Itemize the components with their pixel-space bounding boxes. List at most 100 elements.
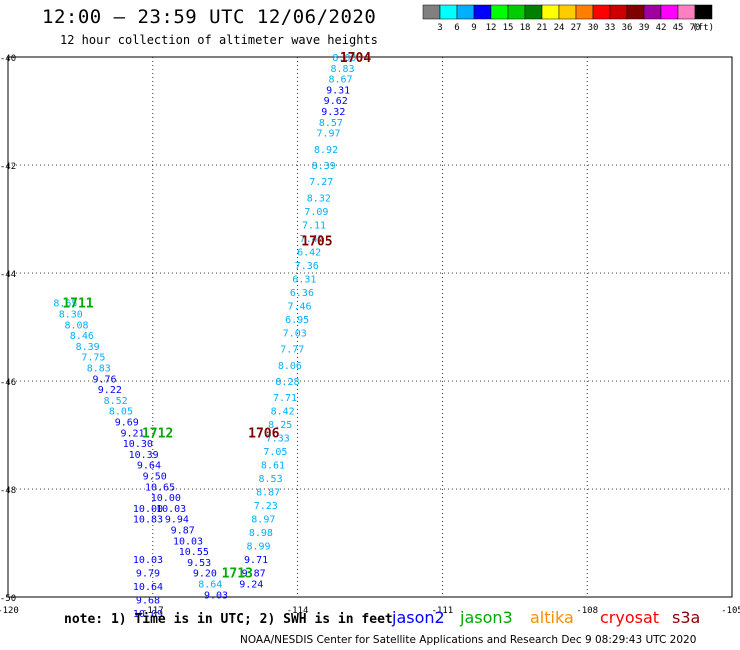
wave-height-label: 7.77 bbox=[280, 345, 304, 356]
y-tick-label: -48 bbox=[0, 486, 16, 496]
color-scale-swatch bbox=[609, 4, 628, 20]
pass-number-label: 1712 bbox=[142, 426, 173, 441]
color-scale-swatch bbox=[677, 4, 696, 20]
x-tick-label: -111 bbox=[432, 606, 454, 616]
wave-height-label: 8.30 bbox=[59, 310, 83, 321]
wave-height-label: 10.00 bbox=[151, 493, 181, 504]
pass-number-label: 1711 bbox=[62, 297, 93, 312]
color-scale-swatch bbox=[422, 4, 441, 20]
wave-height-label: 8.53 bbox=[259, 474, 283, 485]
wave-height-label: 7.09 bbox=[304, 207, 328, 218]
wave-height-label: 8.83 bbox=[330, 64, 354, 75]
legend-sat-cryosat: cryosat bbox=[600, 608, 660, 627]
wave-height-label: 7.97 bbox=[316, 129, 340, 140]
color-scale-label: 21 bbox=[537, 23, 548, 33]
color-scale-label: 9 bbox=[471, 23, 476, 33]
wave-height-label: 9.76 bbox=[92, 374, 116, 385]
wave-height-label: 8.64 bbox=[198, 580, 222, 591]
wave-height-label: 8.06 bbox=[278, 361, 302, 372]
page-subtitle: 12 hour collection of altimeter wave hei… bbox=[60, 33, 378, 47]
color-scale-swatch bbox=[694, 4, 713, 20]
wave-height-label: 7.71 bbox=[273, 393, 297, 404]
y-tick-label: -40 bbox=[0, 54, 16, 64]
y-tick-label: -42 bbox=[0, 162, 16, 172]
color-scale-label: 12 bbox=[486, 23, 497, 33]
wave-height-label: 6.42 bbox=[297, 247, 321, 258]
color-scale-label: 18 bbox=[520, 23, 531, 33]
legend-sat-jason2: jason2 bbox=[392, 608, 445, 627]
color-scale-label: 15 bbox=[503, 23, 514, 33]
plot-frame bbox=[7, 56, 733, 598]
color-scale-swatch bbox=[592, 4, 611, 20]
color-scale-swatch bbox=[456, 4, 475, 20]
color-scale-swatch bbox=[575, 4, 594, 20]
x-tick-label: -117 bbox=[142, 606, 164, 616]
wave-height-label: 10.55 bbox=[179, 547, 209, 558]
wave-height-label: 10.65 bbox=[145, 482, 175, 493]
wave-height-label: 9.71 bbox=[244, 555, 268, 566]
y-tick-label: -44 bbox=[0, 270, 16, 280]
color-scale-label: 42 bbox=[656, 23, 667, 33]
wave-height-label: 8.99 bbox=[246, 542, 270, 553]
wave-height-label: 7.05 bbox=[263, 447, 287, 458]
wave-height-label: 8.87 bbox=[256, 488, 280, 499]
wave-height-label: 9.94 bbox=[165, 515, 189, 526]
wave-height-label: 9.21 bbox=[120, 428, 144, 439]
wave-height-label: 7.03 bbox=[283, 328, 307, 339]
wave-height-label: 10.03 bbox=[133, 555, 163, 566]
wave-height-label: 8.05 bbox=[109, 407, 133, 418]
wave-height-label: 9.64 bbox=[137, 461, 161, 472]
color-scale-label: 30 bbox=[588, 23, 599, 33]
color-scale-unit: (ft) bbox=[692, 23, 714, 33]
wave-height-label: 8.98 bbox=[249, 528, 273, 539]
wave-height-label: 8.39 bbox=[312, 161, 336, 172]
wave-height-label: 8.57 bbox=[319, 118, 343, 129]
wave-height-label: 7.27 bbox=[309, 177, 333, 188]
wave-height-label: 6.36 bbox=[290, 288, 314, 299]
wave-height-label: 9.87 bbox=[242, 569, 266, 580]
wave-height-label: 8.97 bbox=[251, 515, 275, 526]
wave-height-label: 7.11 bbox=[302, 220, 326, 231]
color-scale-swatch bbox=[524, 4, 543, 20]
wave-height-label: 10.03 bbox=[156, 504, 186, 515]
wave-height-label: 7.36 bbox=[295, 261, 319, 272]
wave-height-label: 6.31 bbox=[292, 274, 316, 285]
color-scale-swatch bbox=[643, 4, 662, 20]
legend-sat-jason3: jason3 bbox=[460, 608, 513, 627]
color-scale-swatch bbox=[507, 4, 526, 20]
wave-height-label: 8.92 bbox=[314, 145, 338, 156]
y-tick-label: -46 bbox=[0, 378, 16, 388]
wave-height-label: 7.75 bbox=[81, 353, 105, 364]
wave-height-label: 8.28 bbox=[275, 377, 299, 388]
wave-height-label: 8.65 bbox=[53, 299, 77, 310]
wave-height-label: 7.23 bbox=[254, 501, 278, 512]
pass-number-label: 1705 bbox=[301, 235, 332, 250]
wave-height-label: 10.03 bbox=[173, 536, 203, 547]
color-scale-label: 27 bbox=[571, 23, 582, 33]
color-scale-label: 70 bbox=[690, 23, 701, 33]
color-scale-label: 24 bbox=[554, 23, 565, 33]
color-scale-swatch bbox=[490, 4, 509, 20]
wave-height-label: 7.33 bbox=[266, 434, 290, 445]
wave-height-label: 9.53 bbox=[187, 558, 211, 569]
color-scale-label: 45 bbox=[673, 23, 684, 33]
wave-height-label: 9.79 bbox=[136, 569, 160, 580]
color-scale-swatch bbox=[473, 4, 492, 20]
color-scale-label: 33 bbox=[605, 23, 616, 33]
x-tick-label: -105 bbox=[721, 606, 740, 616]
color-scale-label: 36 bbox=[622, 23, 633, 33]
x-tick-label: -108 bbox=[576, 606, 598, 616]
wave-height-label: 9.62 bbox=[324, 96, 348, 107]
wave-height-label: 10.83 bbox=[133, 515, 163, 526]
wave-height-label: 9.24 bbox=[239, 580, 263, 591]
wave-height-label: 8.61 bbox=[261, 461, 285, 472]
wave-height-label: 7.42 bbox=[300, 234, 324, 245]
wave-height-label: 9.69 bbox=[115, 418, 139, 429]
x-tick-label: -114 bbox=[287, 606, 309, 616]
wave-height-label: 8.46 bbox=[70, 331, 94, 342]
x-tick-label: -120 bbox=[0, 606, 19, 616]
legend-sat-s3a: s3a bbox=[672, 608, 701, 627]
wave-height-label: 7.46 bbox=[287, 301, 311, 312]
wave-height-label: 9.31 bbox=[326, 85, 350, 96]
